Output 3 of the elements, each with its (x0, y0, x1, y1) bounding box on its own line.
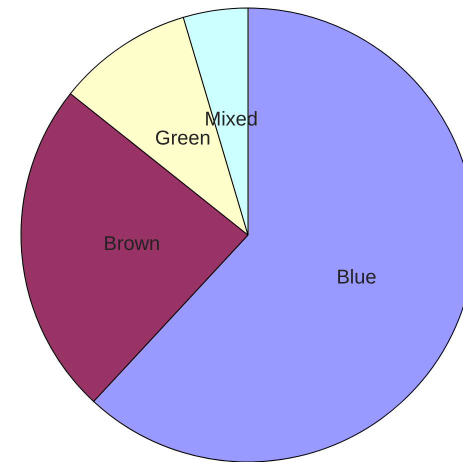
slice-label: Brown (103, 232, 160, 255)
slice-label: Green (155, 127, 211, 150)
slice-label: Blue (336, 266, 376, 289)
